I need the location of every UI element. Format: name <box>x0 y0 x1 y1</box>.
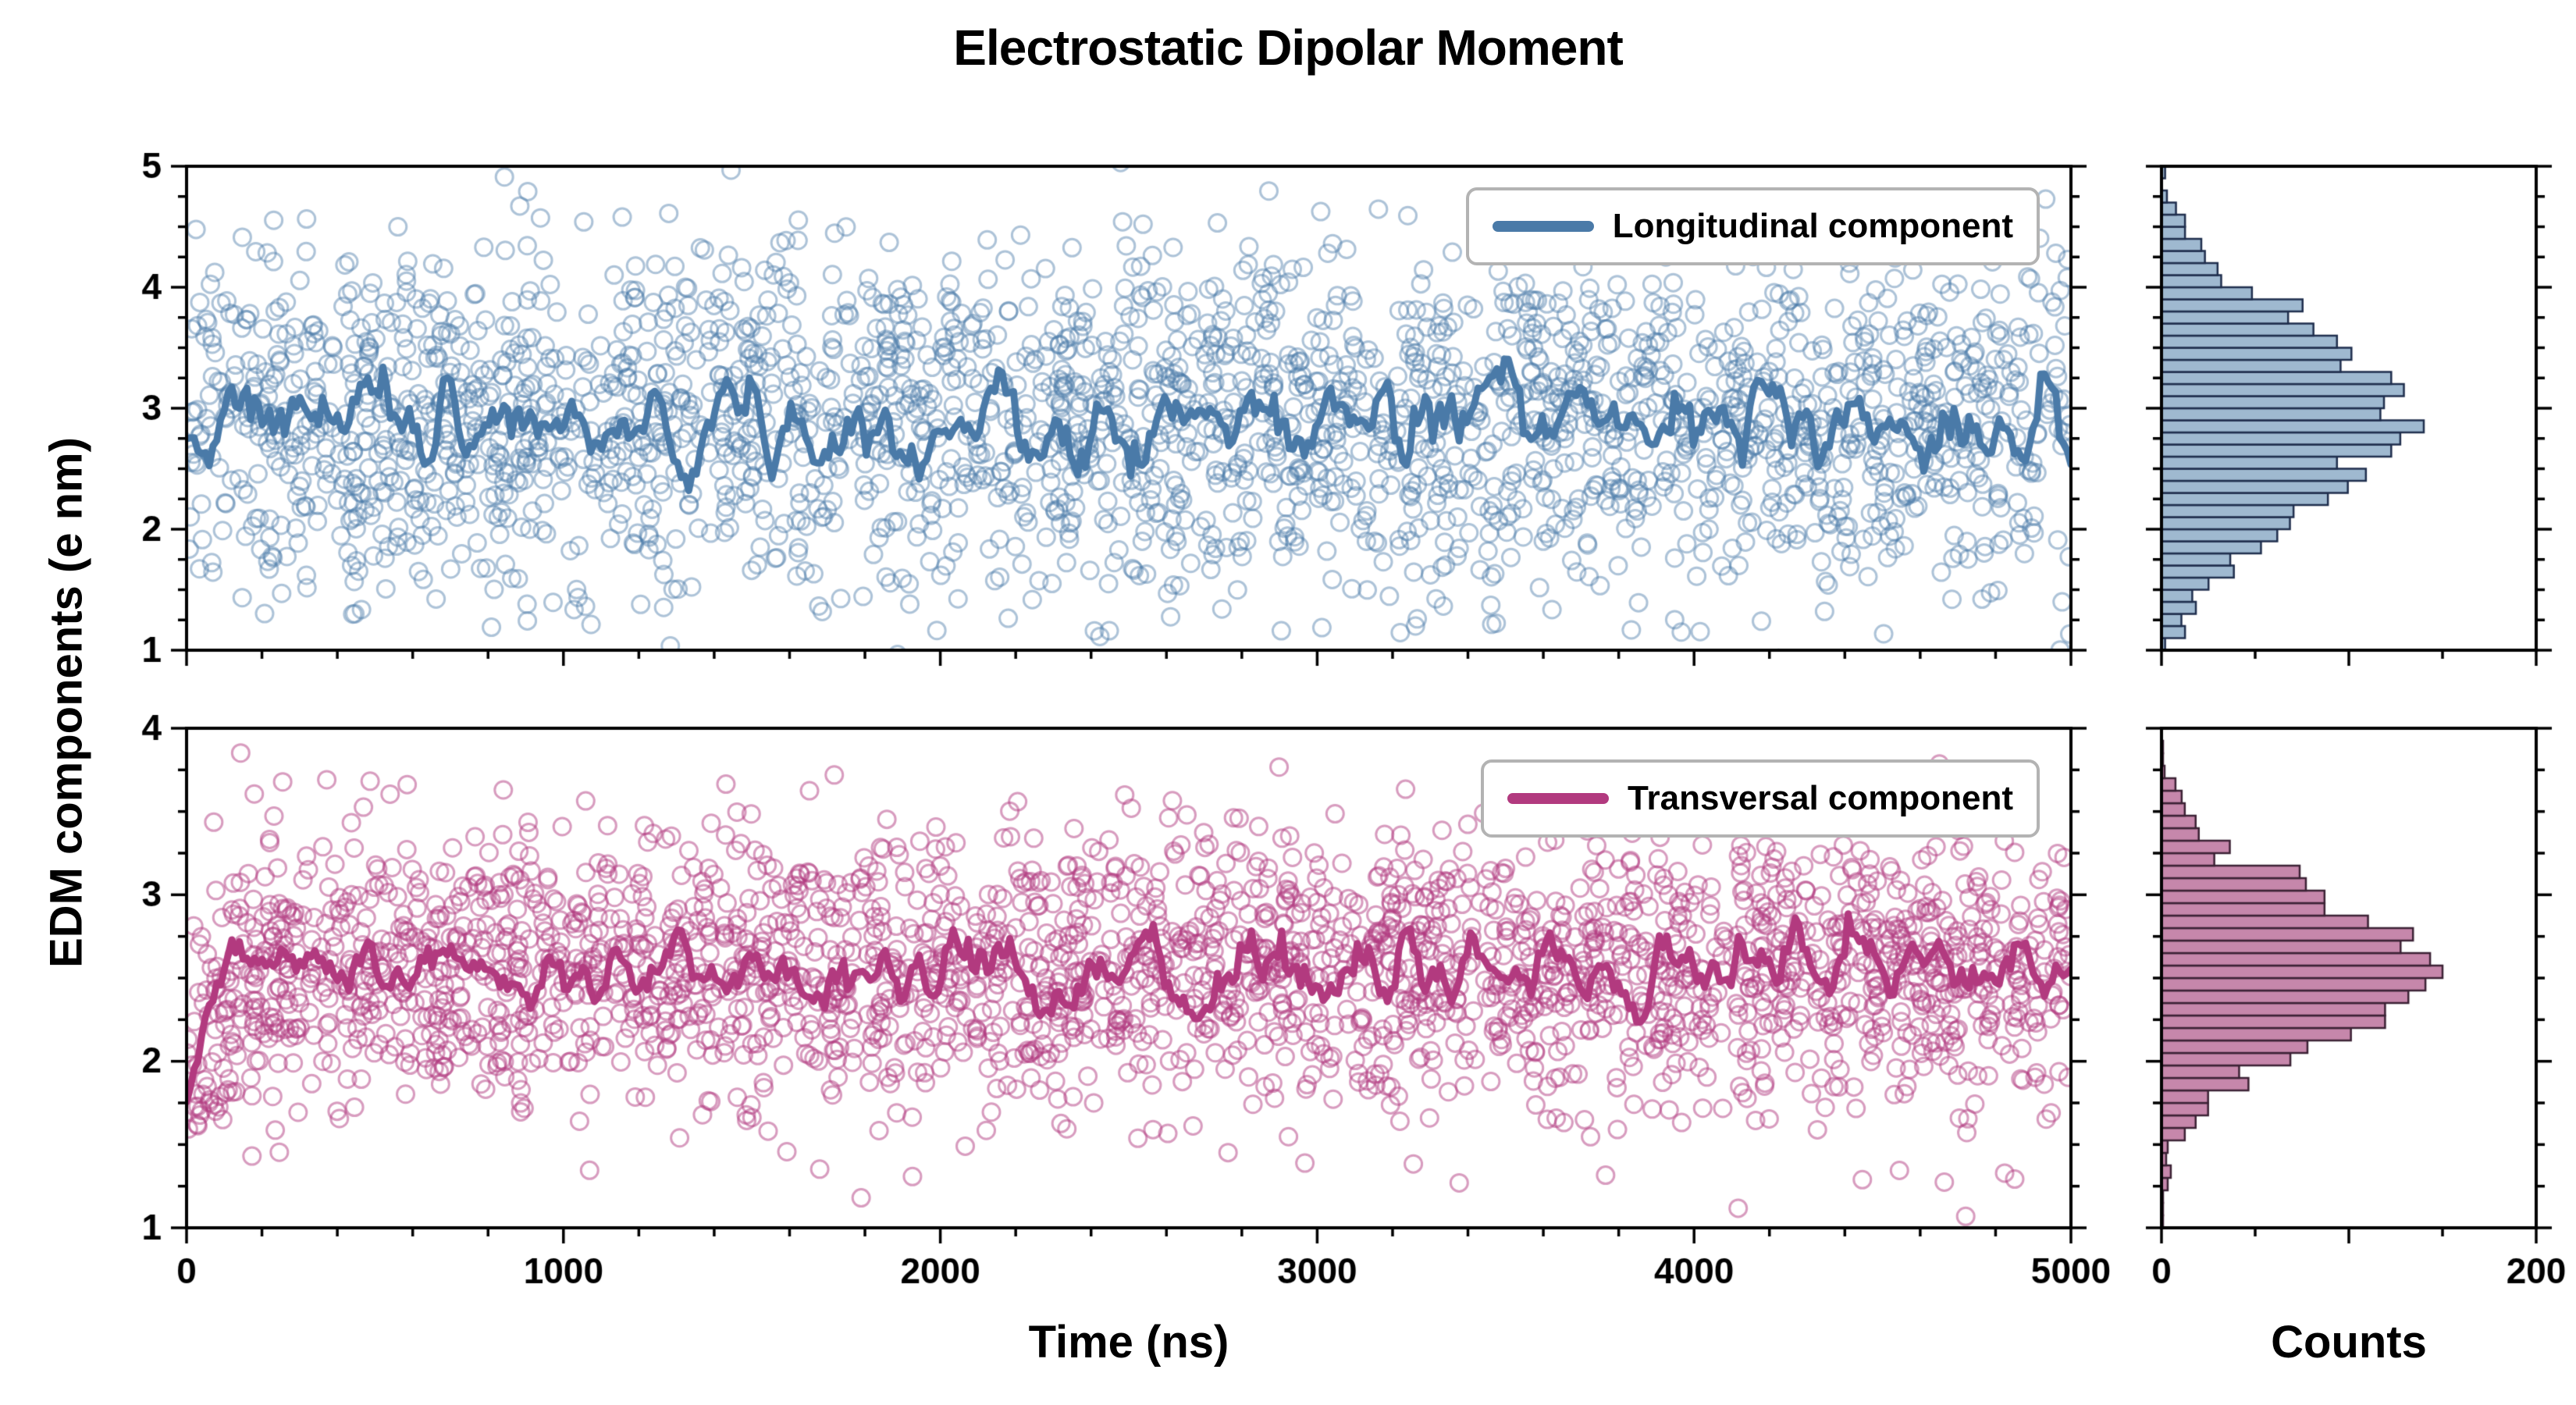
x-axis-label: Time (ns) <box>1028 1317 1229 1368</box>
legend-label-longitudinal: Longitudinal component <box>1612 207 2013 245</box>
chart-title: Electrostatic Dipolar Moment <box>953 20 1623 76</box>
legend-transversal: Transversal component <box>1481 759 2040 838</box>
legend-longitudinal: Longitudinal component <box>1465 187 2040 265</box>
legend-swatch-longitudinal <box>1492 221 1594 232</box>
y-axis-label: EDM components (e nm) <box>41 437 92 968</box>
counts-axis-label: Counts <box>2271 1317 2427 1368</box>
legend-swatch-transversal <box>1507 793 1610 804</box>
legend-label-transversal: Transversal component <box>1628 779 2013 817</box>
